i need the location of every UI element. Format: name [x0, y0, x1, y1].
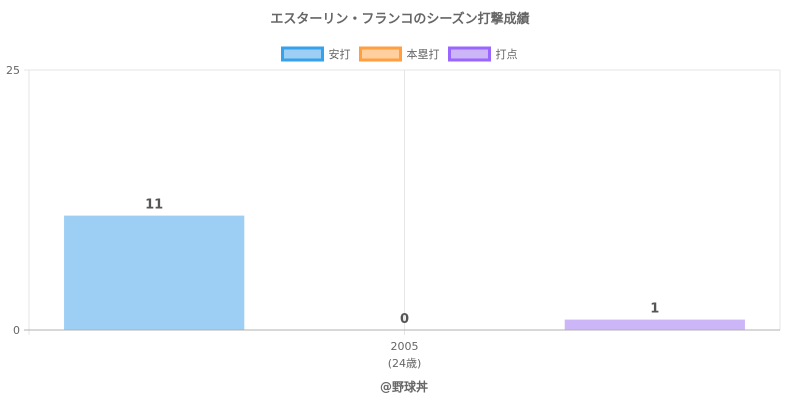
- x-tick-label: 2005: [391, 340, 419, 353]
- data-label-1: 11: [145, 198, 163, 213]
- data-label-2: 0: [400, 312, 409, 327]
- bar-3: [564, 319, 745, 330]
- x-axis: 2005 (24歳): [24, 329, 780, 370]
- legend: 安打 本塁打 打点: [281, 46, 518, 62]
- chart-title: エスターリン・フランコのシーズン打撃成績: [270, 11, 529, 27]
- legend-item-2: 本塁打: [359, 46, 440, 62]
- credit-label: @野球丼: [380, 379, 428, 394]
- legend-swatch: [448, 46, 491, 62]
- legend-item-1: 安打: [281, 46, 351, 62]
- data-label-3: 1: [650, 302, 659, 317]
- y-tick-label: 25: [6, 64, 20, 77]
- x-tick-sublabel: (24歳): [388, 357, 422, 370]
- legend-label: 安打: [329, 47, 351, 61]
- y-tick-label: 0: [13, 324, 20, 337]
- bar-1: [64, 215, 245, 330]
- grid-lines: [28, 69, 781, 335]
- y-axis: 0 25: [6, 64, 29, 337]
- legend-item-3: 打点: [448, 46, 518, 62]
- bars: 11 0 1: [64, 198, 745, 330]
- legend-swatch: [281, 46, 324, 62]
- legend-label: 本塁打: [407, 47, 440, 61]
- legend-label: 打点: [496, 47, 518, 61]
- legend-swatch: [359, 46, 402, 62]
